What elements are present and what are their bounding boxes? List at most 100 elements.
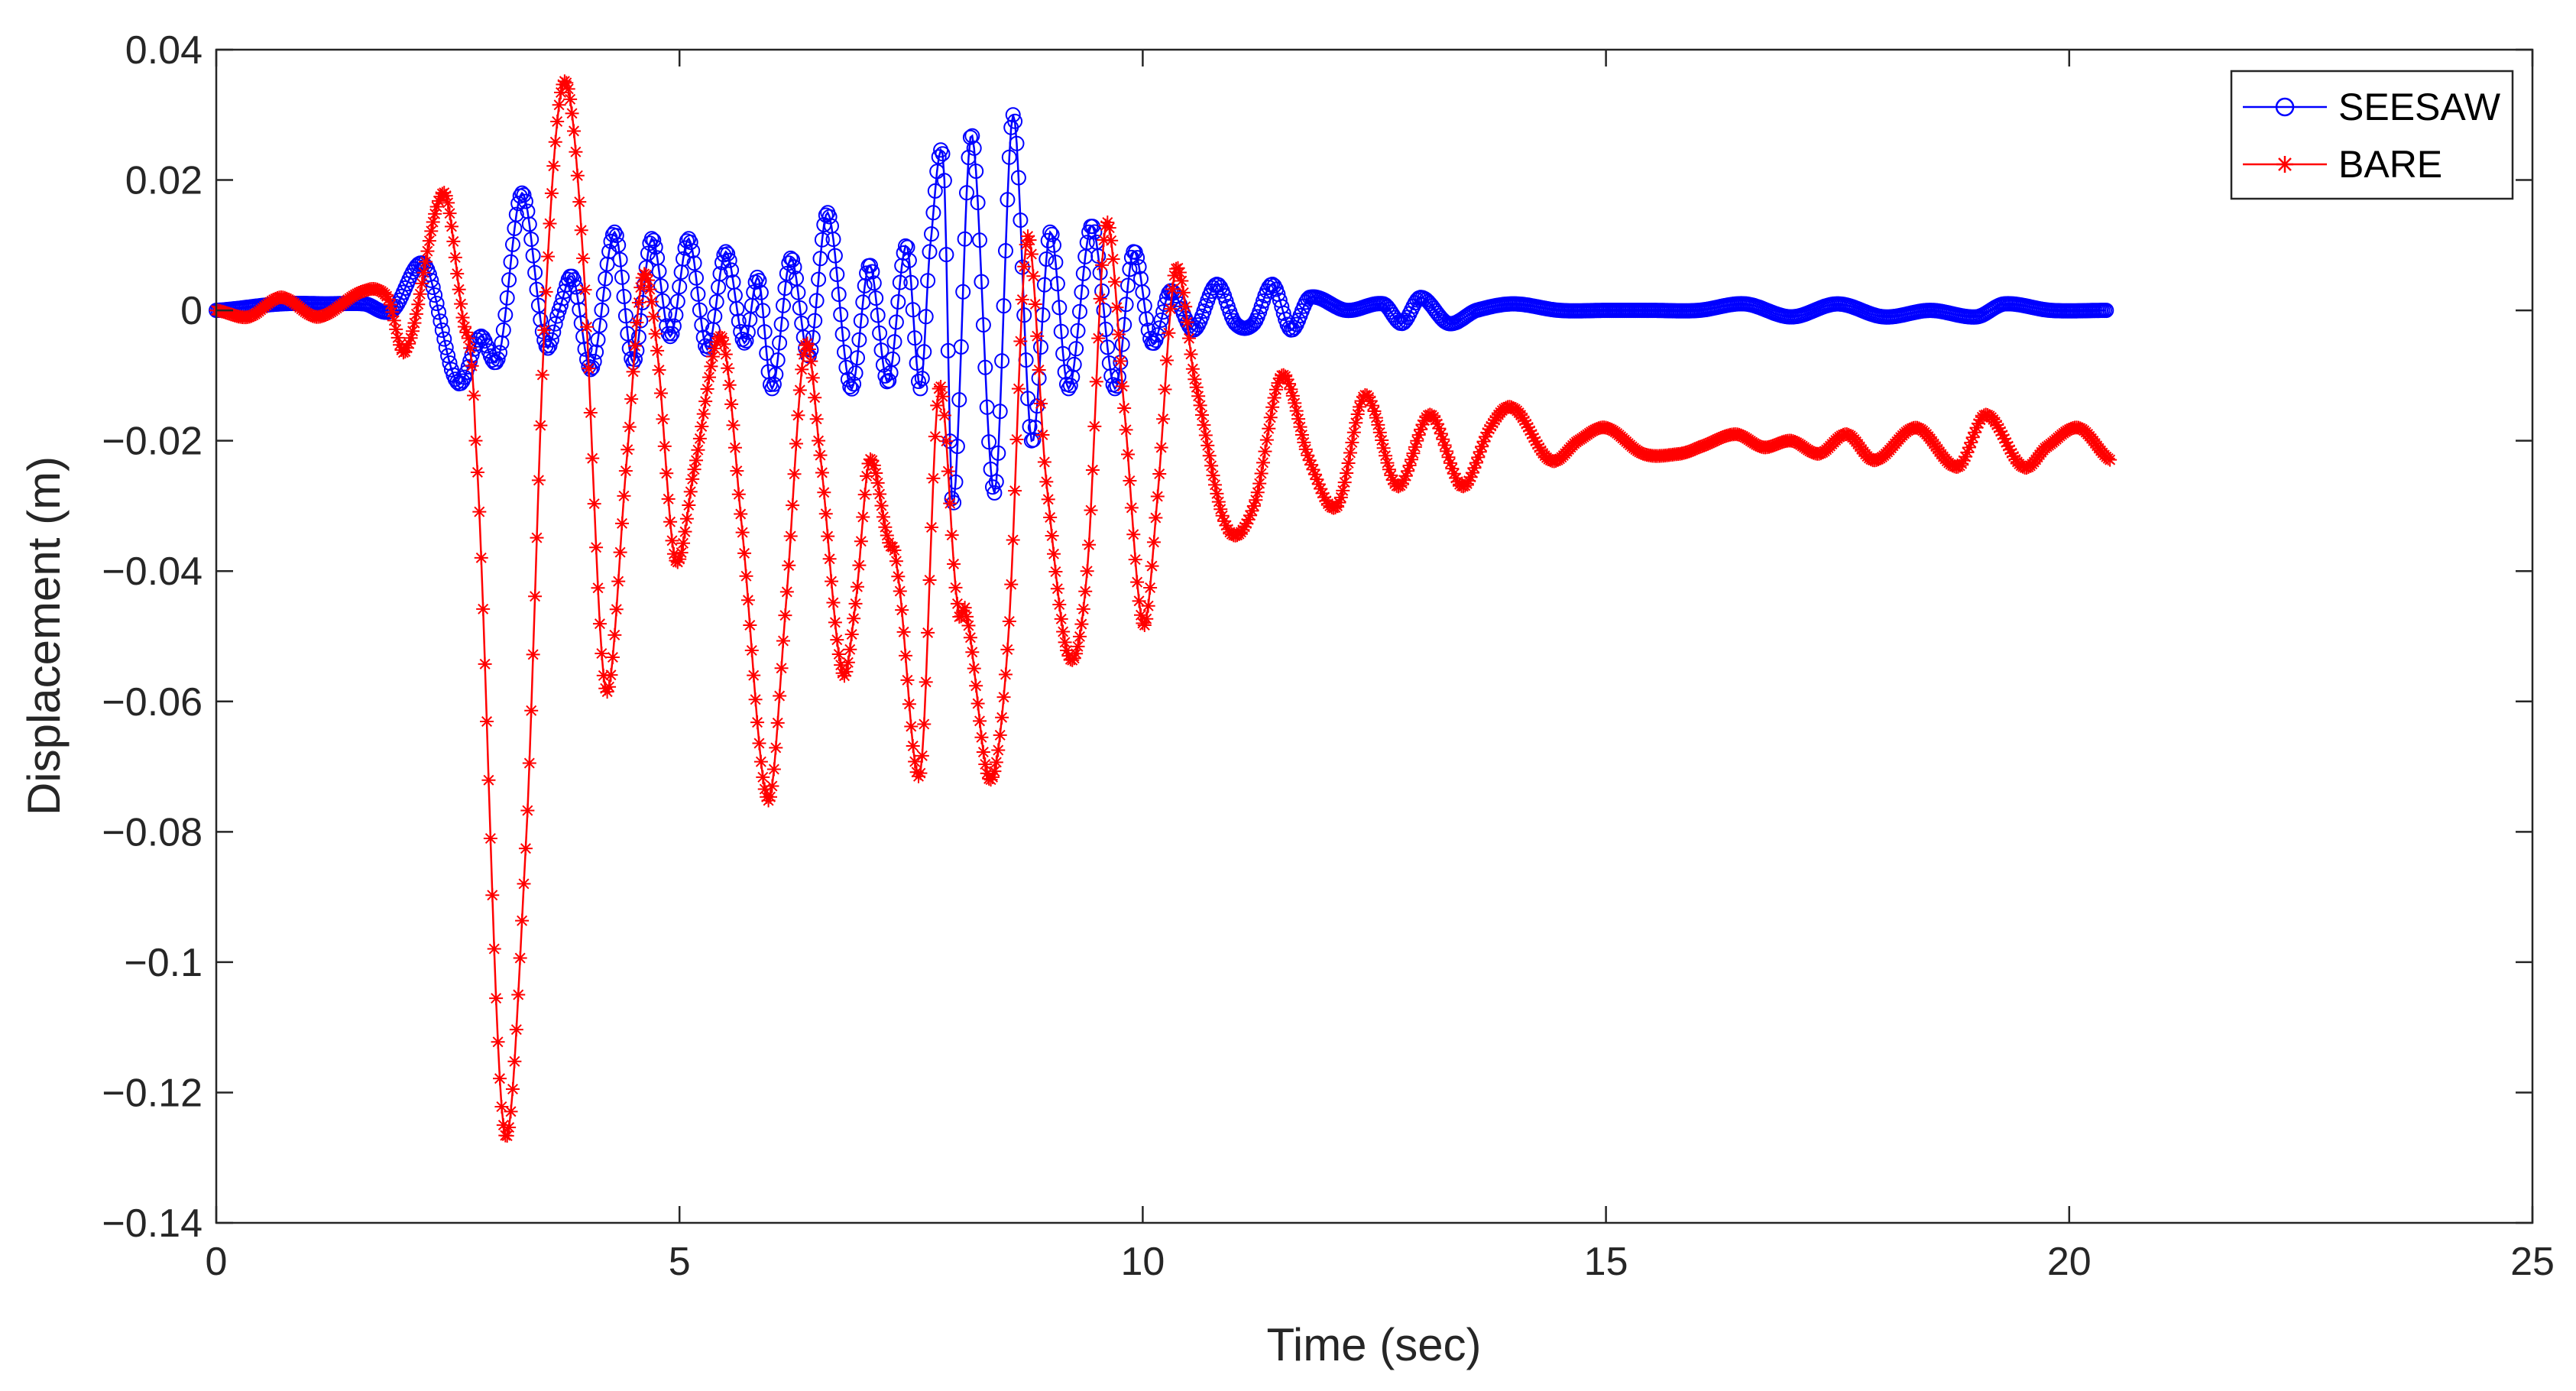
data-point: [943, 496, 957, 511]
data-point: [1447, 466, 1461, 481]
data-point: [904, 719, 919, 734]
data-point: [1252, 476, 1267, 491]
data-point: [795, 362, 809, 377]
x-axis-title: Time (sec): [1266, 1319, 1481, 1370]
data-point: [517, 877, 531, 891]
data-point: [1380, 456, 1395, 470]
data-point: [403, 331, 418, 345]
data-point: [850, 350, 865, 366]
data-point: [1108, 274, 1123, 289]
data-point: [1050, 582, 1064, 596]
data-point: [926, 471, 941, 485]
data-point: [813, 448, 828, 462]
data-point: [1120, 277, 1136, 293]
data-point: [1443, 456, 1457, 470]
data-point: [846, 376, 862, 392]
data-point: [541, 249, 556, 264]
data-point: [896, 624, 911, 639]
data-point: [1126, 527, 1141, 542]
data-point: [1256, 456, 1271, 470]
y-tick-label: −0.12: [102, 1071, 203, 1115]
data-point: [442, 206, 457, 221]
data-point: [1519, 417, 1534, 431]
data-point: [1962, 440, 1976, 455]
data-point: [483, 832, 497, 846]
data-point: [1217, 514, 1232, 528]
data-point: [916, 344, 932, 360]
data-point: [1046, 237, 1061, 253]
data-point: [977, 359, 993, 375]
data-point: [1124, 501, 1139, 515]
data-point: [1011, 381, 1026, 396]
data-point: [520, 803, 535, 818]
data-point: [1297, 435, 1311, 449]
data-point: [1434, 426, 1448, 441]
data-point: [1432, 421, 1447, 436]
data-point: [868, 290, 884, 306]
data-point: [427, 287, 443, 303]
data-point: [605, 650, 620, 665]
data-point: [1039, 475, 1054, 489]
data-point: [393, 338, 407, 352]
data-point: [501, 272, 517, 288]
data-point: [1484, 419, 1499, 433]
data-point: [1219, 518, 1233, 533]
data-point: [1121, 447, 1135, 462]
data-point: [531, 473, 546, 488]
data-point: [428, 206, 442, 221]
data-point: [718, 244, 734, 260]
data-point: [957, 231, 973, 247]
data-point: [450, 267, 465, 281]
data-point: [431, 304, 446, 320]
data-point: [1527, 430, 1541, 445]
data-point: [770, 715, 785, 730]
data-point: [666, 318, 682, 334]
data-point: [1243, 319, 1258, 335]
data-point: [1968, 425, 1982, 439]
data-point: [712, 266, 728, 282]
data-point: [457, 319, 471, 334]
data-point: [1239, 516, 1254, 530]
data-point: [572, 195, 587, 209]
data-point: [1184, 347, 1198, 362]
data-point: [509, 1023, 523, 1037]
data-point: [1408, 439, 1422, 454]
data-point: [1026, 432, 1042, 448]
data-point: [1241, 512, 1256, 527]
data-point: [805, 371, 820, 385]
data-point: [751, 273, 767, 289]
data-point: [1354, 394, 1369, 408]
data-point: [1122, 261, 1138, 277]
data-point: [838, 359, 854, 375]
data-point: [1189, 380, 1204, 394]
data-point: [889, 554, 903, 569]
data-point: [588, 344, 604, 360]
data-point: [869, 466, 883, 481]
data-point: [1198, 428, 1213, 443]
data-point: [455, 310, 470, 325]
data-point: [991, 743, 1006, 757]
data-point: [927, 183, 943, 199]
data-point: [380, 289, 394, 303]
data-point: [678, 524, 692, 539]
data-point: [436, 331, 452, 347]
data-point: [734, 507, 748, 521]
data-point: [827, 248, 843, 264]
data-point: [1020, 391, 1036, 407]
data-point: [621, 443, 635, 457]
data-point: [398, 344, 413, 358]
data-point: [998, 667, 1013, 682]
data-point: [724, 262, 740, 278]
data-point: [906, 739, 920, 754]
y-tick-label: 0.04: [125, 28, 203, 73]
data-point: [752, 736, 766, 751]
data-point: [1398, 469, 1413, 483]
data-point: [656, 412, 670, 426]
data-point: [1397, 473, 1411, 488]
data-point: [1145, 559, 1159, 573]
data-point: [960, 609, 974, 624]
data-point: [1964, 435, 1978, 449]
data-point: [843, 642, 857, 657]
data-point: [409, 306, 423, 321]
data-point: [945, 528, 959, 543]
